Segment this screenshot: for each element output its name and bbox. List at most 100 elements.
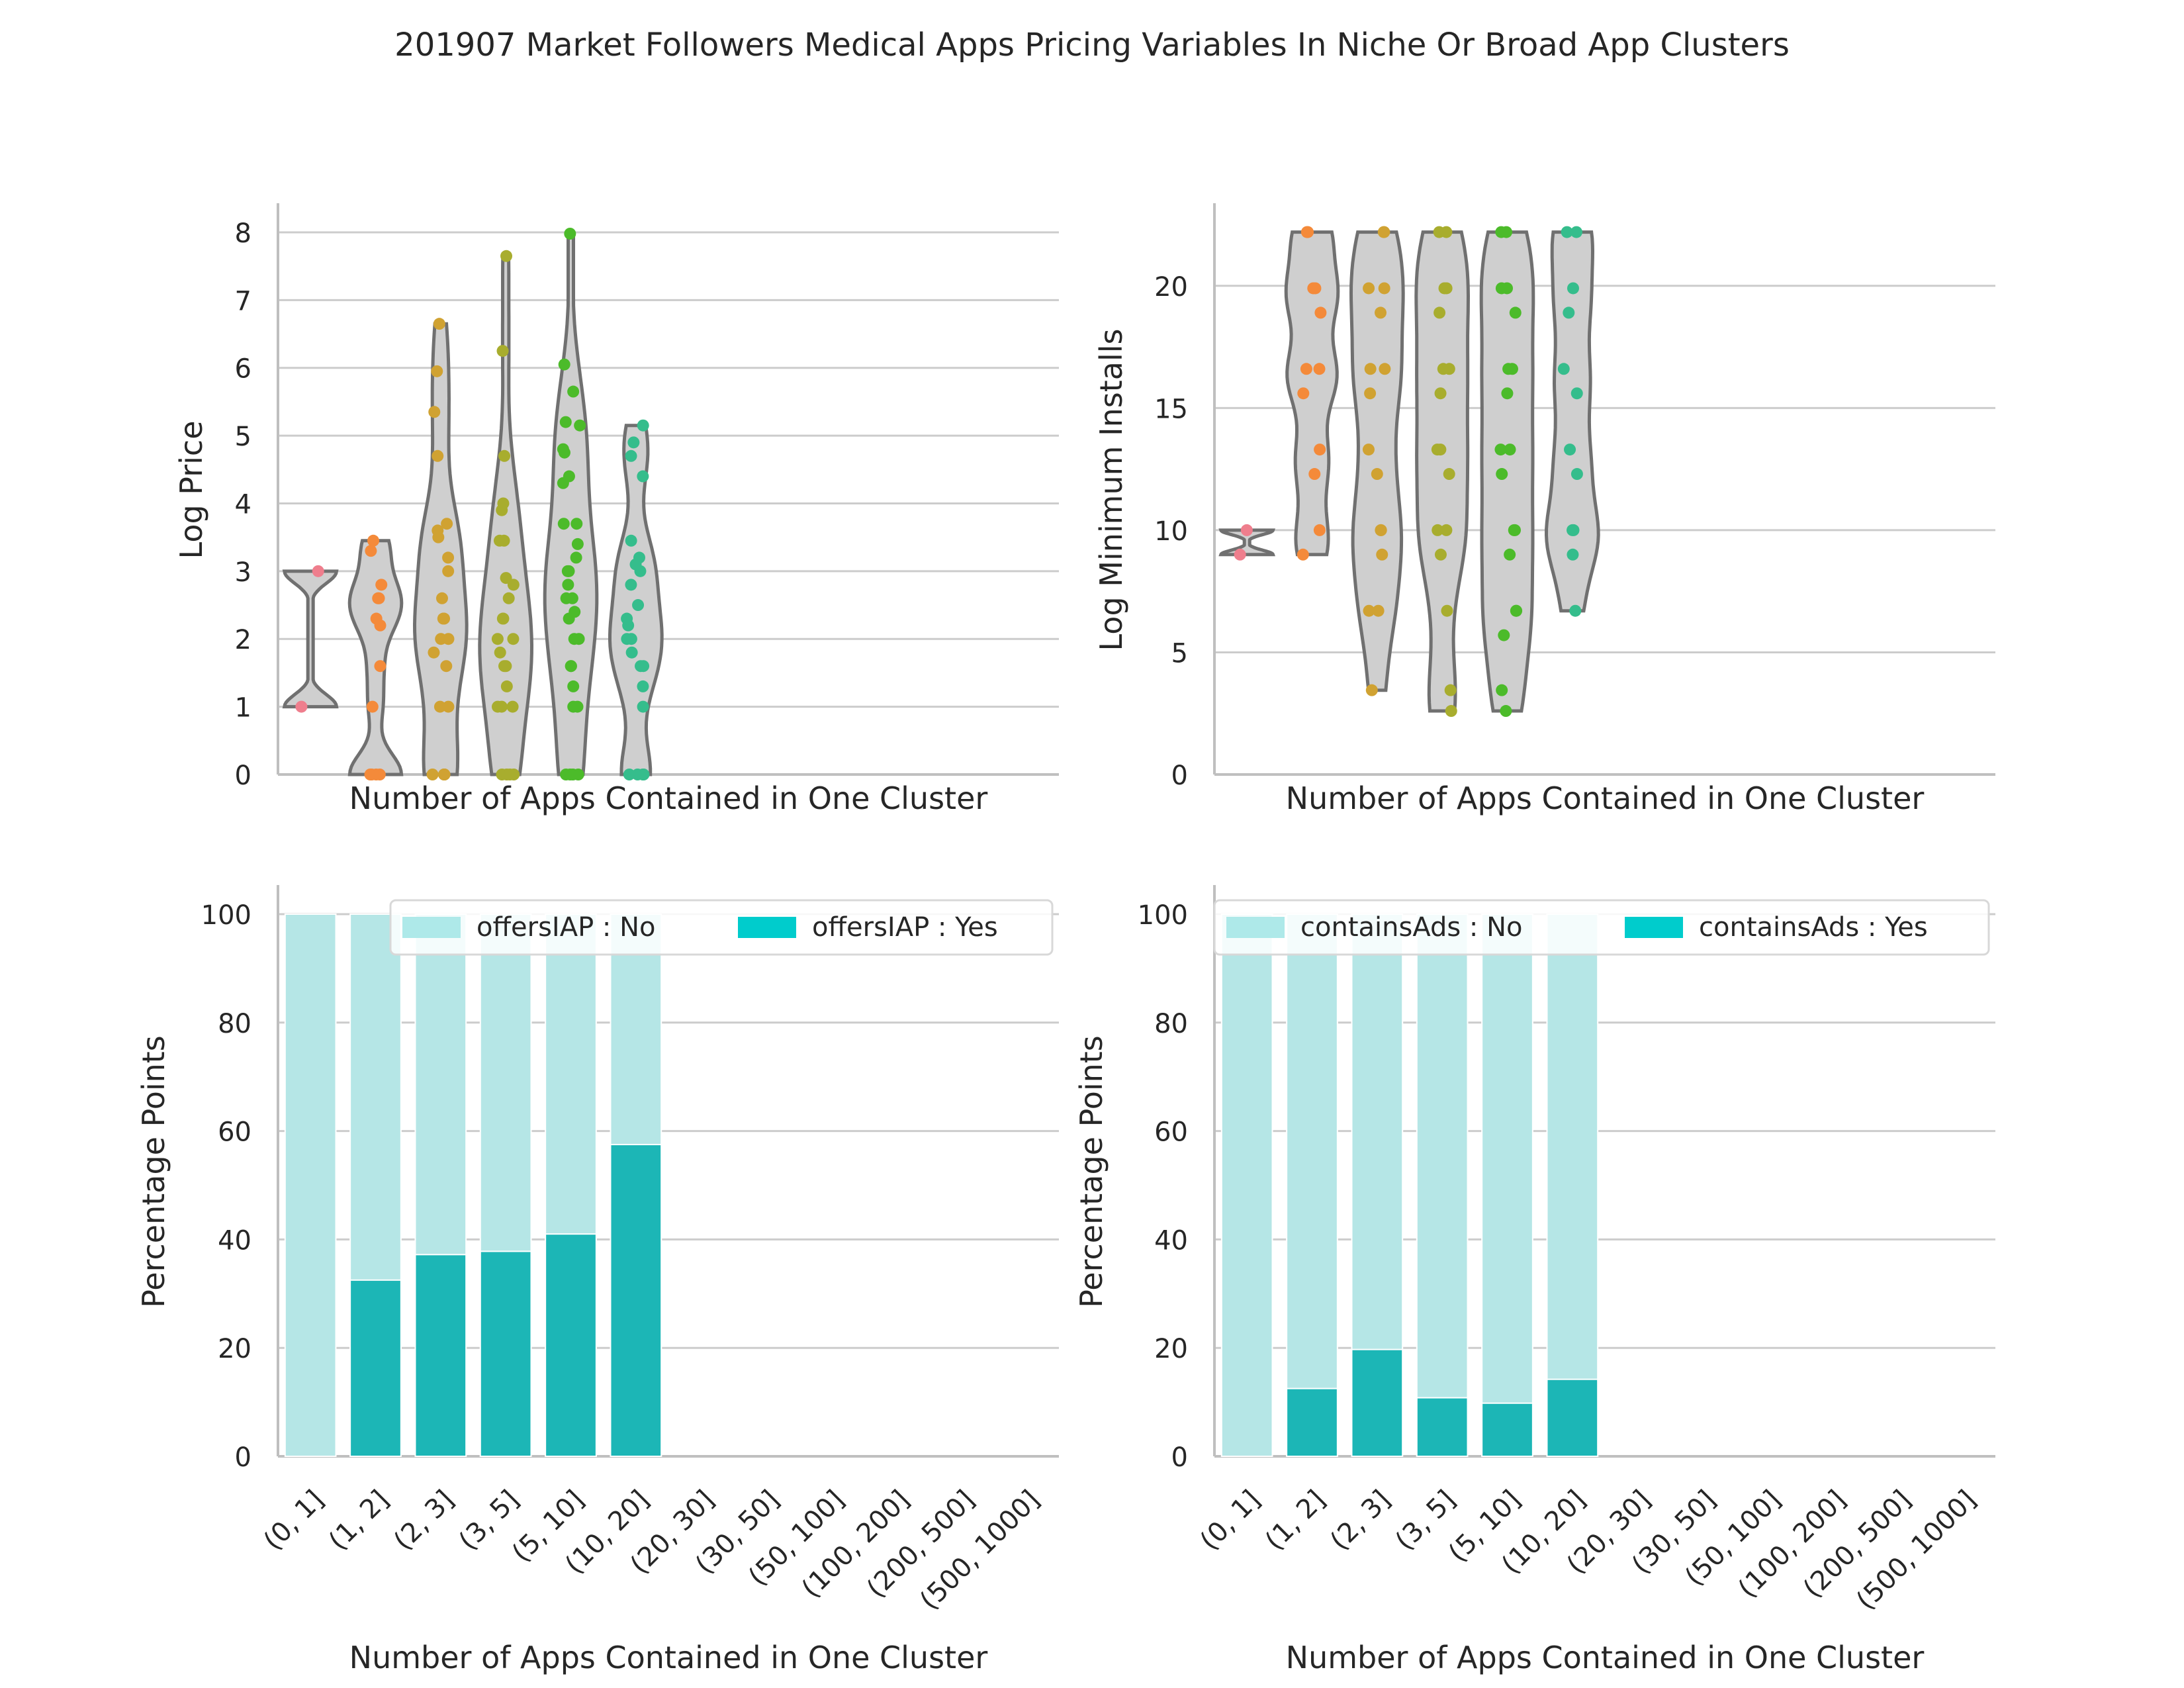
- data-point: [1557, 363, 1570, 375]
- y-tick-label: 80: [1154, 1009, 1188, 1039]
- data-point: [1297, 548, 1309, 561]
- violin-body: [1349, 230, 1405, 692]
- y-tick-label: 40: [1154, 1225, 1188, 1256]
- data-point: [1314, 444, 1326, 456]
- data-point: [625, 534, 637, 547]
- data-point: [633, 551, 645, 564]
- bar-yes: [1351, 1348, 1404, 1457]
- x-tick-label: (0, 1]: [1195, 1485, 1267, 1557]
- data-point: [1440, 226, 1453, 238]
- data-point: [557, 443, 569, 455]
- data-point: [494, 646, 506, 659]
- ads-bar-panel: 0 20 40 60 80 100 Percentage Points Number of A…: [1073, 885, 1995, 1675]
- data-point: [431, 365, 443, 377]
- data-point: [1375, 524, 1387, 536]
- data-point: [1297, 387, 1310, 400]
- data-point: [500, 572, 512, 585]
- data-point: [442, 633, 455, 645]
- data-point: [442, 565, 455, 577]
- y-tick-label: 3: [235, 557, 251, 588]
- data-point: [572, 769, 584, 780]
- data-point: [437, 612, 449, 625]
- y-tick-label: 10: [1154, 516, 1188, 547]
- data-point: [572, 633, 585, 645]
- data-point: [437, 769, 450, 780]
- data-point: [1364, 363, 1377, 375]
- data-point: [433, 318, 445, 330]
- data-point: [432, 449, 444, 462]
- legend-swatch-no: [1226, 917, 1285, 938]
- data-point: [558, 358, 570, 371]
- data-point: [497, 497, 510, 510]
- x-tick-label: (0, 1]: [258, 1485, 330, 1557]
- x-axis-label: Number of Apps Contained in One Cluster: [1286, 1640, 1925, 1675]
- data-point: [1444, 684, 1457, 696]
- data-point: [491, 633, 504, 645]
- data-point: [428, 406, 441, 418]
- violin-body: [1414, 230, 1471, 713]
- data-point: [496, 612, 509, 625]
- data-point: [432, 524, 444, 537]
- data-point: [370, 612, 383, 625]
- y-tick-label: 5: [235, 422, 251, 452]
- data-point: [1563, 306, 1575, 319]
- data-point: [559, 416, 572, 428]
- bar-yes: [1546, 1378, 1599, 1458]
- data-point: [441, 518, 453, 530]
- y-tick-label: 20: [1154, 272, 1188, 303]
- data-point: [567, 385, 580, 398]
- data-point: [1501, 387, 1514, 400]
- violin-body: [1284, 230, 1340, 557]
- y-axis-label: Log Minimum Installs: [1093, 328, 1129, 651]
- data-point: [1440, 282, 1453, 295]
- bar-no: [1481, 913, 1533, 1457]
- violin-body: [347, 539, 404, 776]
- legend-swatch-no: [402, 917, 461, 938]
- y-tick-label: 0: [235, 1442, 251, 1473]
- data-point: [621, 612, 633, 625]
- data-point: [365, 545, 377, 557]
- data-point: [1375, 306, 1387, 319]
- bar-no: [1220, 913, 1273, 1457]
- y-tick-label: 2: [235, 625, 251, 655]
- data-point: [1434, 548, 1447, 561]
- bar-yes: [349, 1279, 402, 1458]
- data-point: [1300, 363, 1312, 375]
- y-tick-label: 60: [218, 1117, 251, 1148]
- data-point: [1240, 524, 1253, 536]
- data-point: [433, 700, 446, 713]
- data-point: [1496, 468, 1508, 481]
- data-point: [1510, 604, 1523, 617]
- x-tick-label: (2, 3]: [388, 1485, 460, 1557]
- data-point: [625, 633, 637, 645]
- y-tick-label: 6: [235, 354, 251, 385]
- bar-yes: [1286, 1387, 1338, 1458]
- bar-no: [1416, 913, 1469, 1457]
- data-point: [500, 250, 513, 262]
- x-tick-label: (2, 3]: [1324, 1485, 1396, 1557]
- data-point: [1567, 548, 1579, 561]
- data-point: [564, 769, 576, 780]
- violin-body: [478, 254, 534, 776]
- data-point: [1234, 548, 1246, 561]
- y-tick-label: 0: [1171, 1442, 1188, 1473]
- x-axis-label: Number of Apps Contained in One Cluster: [349, 1640, 988, 1675]
- data-point: [1509, 306, 1522, 319]
- data-point: [1379, 363, 1391, 375]
- data-point: [1365, 684, 1378, 696]
- data-point: [1434, 387, 1447, 400]
- data-point: [1371, 468, 1383, 481]
- data-point: [1498, 629, 1510, 641]
- bar-no: [1286, 913, 1338, 1457]
- data-point: [372, 592, 385, 604]
- data-point: [1506, 363, 1518, 375]
- data-point: [312, 565, 324, 577]
- y-tick-label: 1: [235, 693, 251, 724]
- data-point: [435, 592, 448, 604]
- x-tick-label: (1, 2]: [323, 1485, 395, 1557]
- data-point: [557, 518, 570, 530]
- data-point: [1570, 468, 1583, 481]
- data-point: [498, 534, 510, 547]
- data-point: [625, 646, 638, 659]
